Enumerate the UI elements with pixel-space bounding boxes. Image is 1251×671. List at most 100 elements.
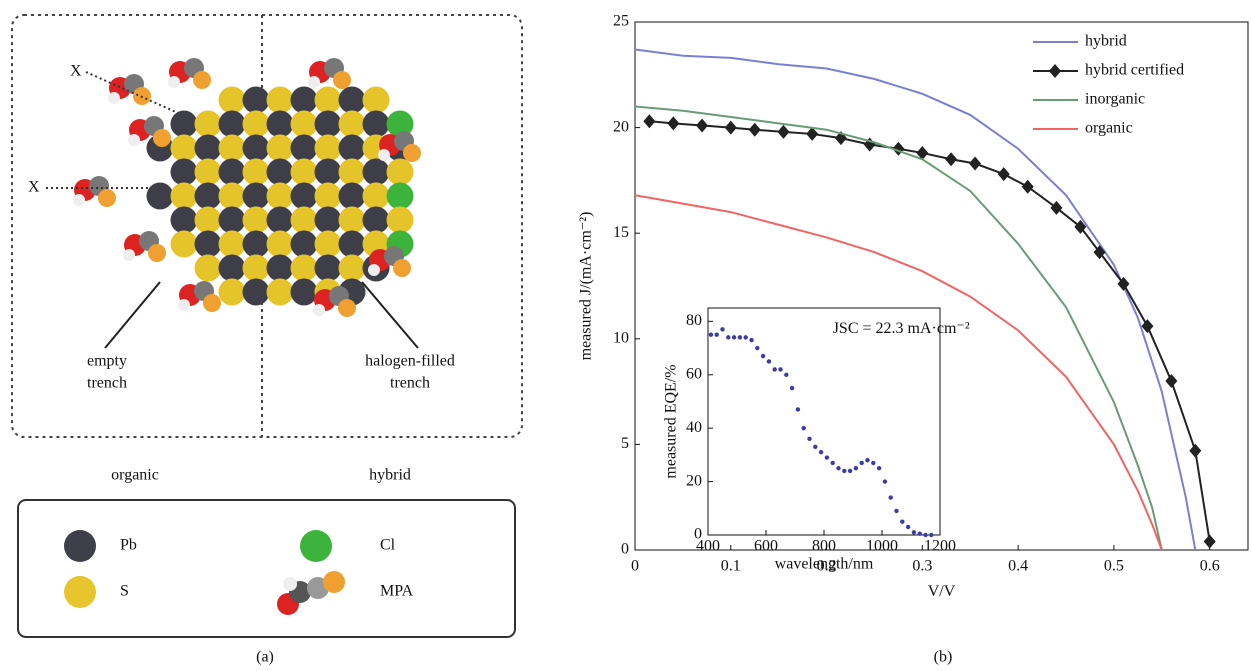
nanocrystal (73, 58, 421, 317)
arrow (105, 282, 160, 348)
annotation: halogen-filled (365, 353, 455, 370)
marker (998, 167, 1010, 181)
atom (243, 135, 270, 162)
point (918, 531, 922, 535)
atom (315, 183, 342, 210)
atom (219, 279, 246, 306)
legend-label: hybrid certified (1085, 62, 1184, 79)
atom (195, 135, 222, 162)
ligand (123, 249, 135, 261)
y-tick-label: 0 (621, 541, 629, 558)
marker (945, 152, 957, 166)
point (860, 461, 864, 465)
marker (1204, 535, 1216, 549)
legend-label: Cl (380, 537, 396, 554)
atom (219, 87, 246, 114)
atom (219, 159, 246, 186)
atom (219, 183, 246, 210)
atom (291, 231, 318, 258)
point (732, 335, 736, 339)
atom (243, 111, 270, 138)
point (784, 373, 788, 377)
y-tick-label: 40 (686, 419, 702, 436)
atom (243, 279, 270, 306)
annotation: JSC = 22.3 mA·cm⁻² (833, 320, 970, 337)
atom (171, 159, 198, 186)
ligand (203, 294, 221, 312)
point (865, 458, 869, 462)
ligand (108, 92, 120, 104)
x-tick-label: 0 (631, 558, 639, 575)
atom (339, 87, 366, 114)
atom (243, 183, 270, 210)
group-label: organic (111, 467, 159, 484)
atom (339, 207, 366, 234)
x-label: X (70, 63, 82, 80)
atom (195, 231, 222, 258)
atom (195, 207, 222, 234)
atom (291, 183, 318, 210)
arrow (362, 282, 418, 348)
y-tick-label: 80 (686, 312, 702, 329)
point (836, 466, 840, 470)
point (831, 461, 835, 465)
marker (777, 125, 789, 139)
marker (643, 114, 655, 128)
caption: (b) (934, 649, 953, 666)
atom (243, 231, 270, 258)
y-tick-label: 25 (613, 13, 629, 30)
legend-label: inorganic (1085, 91, 1145, 108)
point (778, 367, 782, 371)
point (796, 407, 800, 411)
marker (1050, 201, 1062, 215)
ligand (313, 304, 325, 316)
point (807, 437, 811, 441)
marker (667, 116, 679, 130)
atom (219, 207, 246, 234)
marker (969, 157, 981, 171)
plot-frame (708, 308, 940, 535)
point (726, 335, 730, 339)
point (715, 333, 719, 337)
point (848, 469, 852, 473)
legend-label: organic (1085, 120, 1133, 137)
y-tick-label: 10 (613, 329, 629, 346)
marker (1141, 319, 1153, 333)
atom (267, 135, 294, 162)
figure: X X empty trench halogen-filled trench o… (0, 0, 1251, 671)
point (923, 533, 927, 537)
point (767, 359, 771, 363)
annotation: empty (87, 353, 127, 370)
atom (171, 207, 198, 234)
atom (363, 207, 390, 234)
atom (243, 159, 270, 186)
ligand (338, 299, 356, 317)
annotation: trench (390, 375, 430, 392)
atom (171, 183, 198, 210)
ligand (73, 194, 85, 206)
atom (291, 87, 318, 114)
y-tick-label: 60 (686, 365, 702, 382)
y-axis-label: measured EQE/% (663, 364, 680, 478)
atom (219, 255, 246, 282)
ligand (153, 129, 171, 147)
atom (339, 159, 366, 186)
atom (243, 87, 270, 114)
atom (195, 183, 222, 210)
point (894, 509, 898, 513)
marker (725, 121, 737, 135)
atom (315, 135, 342, 162)
x-tick-label: 0.3 (912, 558, 932, 575)
point (912, 530, 916, 534)
ligand (308, 76, 320, 88)
annotation: trench (87, 375, 127, 392)
marker (696, 118, 708, 132)
y-tick-label: 20 (613, 118, 629, 135)
atom (267, 87, 294, 114)
atom (267, 111, 294, 138)
point (790, 386, 794, 390)
atom (363, 183, 390, 210)
atom (291, 279, 318, 306)
atom (387, 207, 414, 234)
y-tick-label: 0 (694, 526, 702, 543)
